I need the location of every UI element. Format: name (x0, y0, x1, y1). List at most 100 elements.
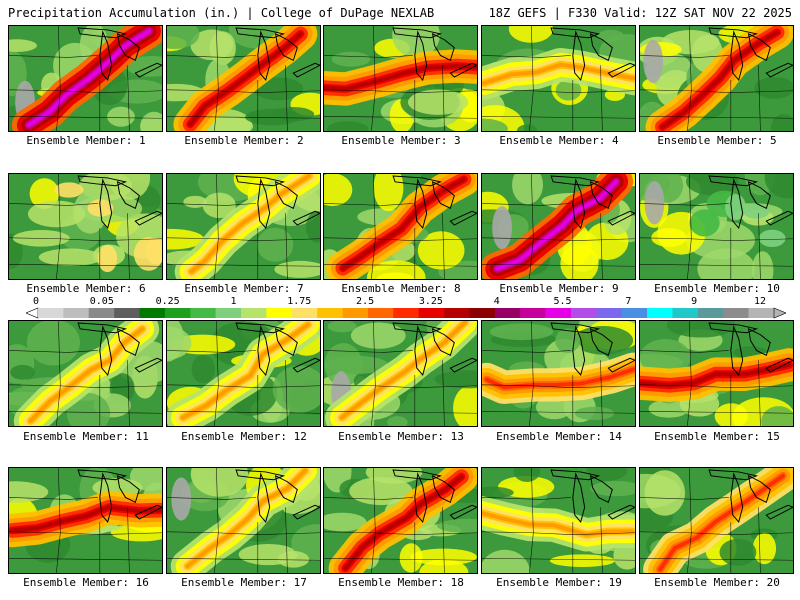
ensemble-member-map (166, 173, 321, 280)
colorbar-tick-label: 2.5 (356, 296, 375, 307)
colorbar-low-arrow (26, 307, 39, 319)
precip-map (482, 468, 635, 573)
state-border (442, 213, 445, 279)
precip-field (274, 260, 320, 278)
lake-superior (235, 175, 286, 187)
precip-field (324, 355, 389, 374)
state-border (324, 115, 477, 119)
lake-erie (134, 62, 162, 78)
state-border (640, 89, 793, 94)
state-border (482, 350, 571, 353)
lake-michigan (99, 324, 113, 376)
colorbar-swatch (88, 308, 115, 318)
lake-erie (449, 62, 477, 78)
ensemble-member-map (639, 320, 794, 427)
precip-field (191, 354, 215, 384)
colorbar-swatch (520, 308, 546, 318)
state-border (442, 507, 445, 573)
precip-field (719, 538, 757, 566)
precip-field (326, 121, 369, 131)
colorbar-scale: 0 0.05 0.25 1 1.75 2.5 3.25 4 5.5 7 9 12 (26, 296, 786, 320)
state-border (167, 497, 256, 500)
state-border (56, 26, 61, 131)
colorbar-swatch (418, 308, 445, 318)
state-border (371, 321, 376, 426)
precip-band (180, 322, 310, 420)
lake-erie (607, 504, 635, 520)
state-border (482, 203, 571, 206)
lake-superior (550, 469, 601, 481)
lake-superior (708, 27, 759, 39)
colorbar-tick-label: 5.5 (553, 296, 572, 307)
state-border (687, 321, 692, 426)
state-border (640, 384, 793, 389)
ensemble-member-label: Ensemble Member: 13 (338, 430, 464, 443)
state-border (285, 65, 288, 131)
state-border (9, 237, 162, 242)
ensemble-member-map (323, 320, 478, 427)
colorbar-swatch (114, 308, 140, 318)
state-border (482, 263, 635, 267)
colorbar-swatch (596, 308, 623, 318)
precip-field (38, 248, 103, 267)
precip-map (324, 468, 477, 573)
ensemble-member-map (8, 25, 163, 132)
colorbar-swatch (190, 308, 216, 318)
ensemble-member-map (481, 173, 636, 280)
state-border (371, 174, 376, 279)
precip-field (324, 512, 367, 532)
precip-field (436, 518, 477, 534)
colorbar-swatch (139, 308, 166, 318)
state-border (529, 321, 534, 426)
lake-huron (747, 180, 771, 210)
lake-michigan (572, 177, 586, 229)
ensemble-member-map (8, 467, 163, 574)
lake-michigan (572, 471, 586, 523)
precip-map (640, 26, 793, 131)
state-border (482, 531, 635, 536)
precip-field (407, 89, 469, 115)
precip-field (697, 248, 756, 279)
lake-superior (550, 27, 601, 39)
state-border (442, 65, 445, 131)
ensemble-member-map (639, 467, 794, 574)
ensemble-member-map (323, 25, 478, 132)
ensemble-member-map (166, 467, 321, 574)
lake-superior (708, 322, 759, 334)
state-border (9, 410, 162, 414)
state-border (56, 468, 61, 573)
lake-erie (765, 210, 793, 226)
colorbar-swatch (342, 308, 369, 318)
lake-huron (116, 32, 140, 62)
state-border (324, 531, 477, 536)
lake-erie (607, 357, 635, 373)
lake-michigan (414, 471, 428, 523)
state-border (482, 89, 635, 94)
colorbar-tick-label: 4 (493, 296, 500, 307)
lake-huron (589, 474, 613, 504)
precip-map (167, 26, 320, 131)
lake-superior (77, 27, 128, 39)
colorbar-tick-label: 0.05 (89, 296, 114, 307)
precip-field (590, 480, 635, 497)
state-border (482, 557, 635, 561)
precip-field (574, 406, 615, 421)
lake-superior (392, 469, 443, 481)
lake-huron (747, 327, 771, 357)
precip-field (417, 231, 465, 270)
state-border (482, 55, 571, 58)
lake-erie (134, 210, 162, 226)
colorbar-tick-label: 1 (230, 296, 237, 307)
state-border (442, 360, 445, 426)
state-border (167, 237, 320, 242)
lake-erie (292, 357, 320, 373)
colorbar-swatch (291, 308, 318, 318)
ensemble-member-label: Ensemble Member: 19 (496, 576, 622, 589)
colorbar-swatch (63, 308, 90, 318)
lake-superior (708, 469, 759, 481)
precip-field (209, 31, 236, 65)
lake-erie (765, 62, 793, 78)
lake-erie (607, 210, 635, 226)
precip-field (597, 29, 624, 42)
ensemble-member-label: Ensemble Member: 12 (181, 430, 307, 443)
